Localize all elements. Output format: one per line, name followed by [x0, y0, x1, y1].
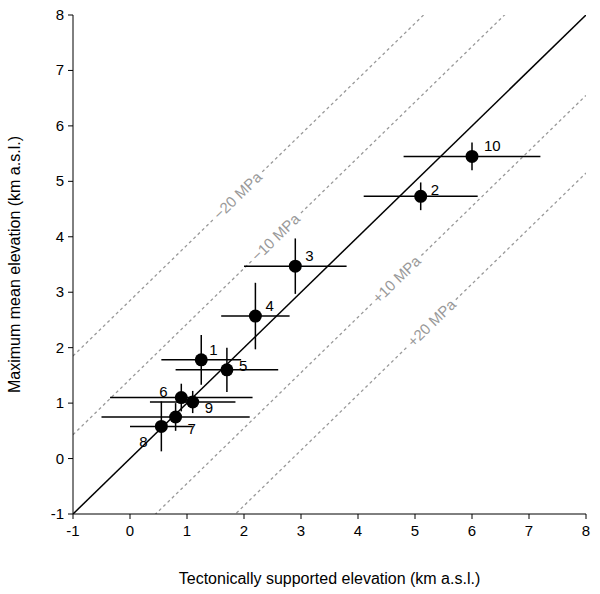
x-tick-label: 6: [468, 522, 476, 539]
data-point: [289, 260, 302, 273]
x-tick: [130, 514, 131, 519]
reference-label: +20 MPa: [404, 295, 460, 350]
reference-lines: [73, 15, 586, 514]
point-labels: 1 2 3 4 5 6 7 8 9 10: [139, 137, 501, 450]
point-label: 5: [239, 357, 247, 374]
label-background: [208, 166, 268, 225]
y-tick-label: 4: [56, 228, 64, 245]
data-point: [195, 353, 208, 366]
x-tick: [358, 514, 359, 519]
point-label: 4: [265, 297, 273, 314]
data-point: [155, 420, 168, 433]
x-tick-label: 0: [126, 522, 134, 539]
reference-label-group: +10 MPa: [367, 250, 427, 309]
x-tick: [529, 514, 530, 519]
y-tick: [68, 347, 73, 348]
x-tick-label: 7: [525, 522, 533, 539]
x-axis-label: Tectonically supported elevation (km a.s…: [179, 570, 480, 587]
data-point: [169, 410, 182, 423]
y-tick: [68, 292, 73, 293]
data-point: [466, 150, 479, 163]
point-label: 8: [139, 433, 147, 450]
x-tick: [472, 514, 473, 519]
data-point: [414, 190, 427, 203]
label-background: [402, 294, 462, 353]
y-tick: [68, 236, 73, 237]
reference-label-group: −10 MPa: [246, 208, 306, 267]
point-label: 6: [159, 383, 167, 400]
x-tick: [187, 514, 188, 519]
y-axis: [73, 15, 74, 514]
reference-line: [73, 15, 586, 356]
reference-label: +10 MPa: [369, 252, 425, 307]
x-axis: [73, 514, 586, 515]
y-tick-label: 5: [56, 172, 64, 189]
y-tick: [68, 458, 73, 459]
x-tick-label: 3: [297, 522, 305, 539]
y-tick-label: 1: [56, 394, 64, 411]
y-tick-label: 8: [56, 6, 64, 23]
reference-label-group: +20 MPa: [402, 294, 462, 353]
y-tick: [68, 125, 73, 126]
point-label: 1: [209, 341, 217, 358]
x-tick: [244, 514, 245, 519]
y-axis-label: Maximum mean elevation (km a.s.l.): [6, 136, 23, 393]
reference-line: [73, 15, 586, 435]
y-tick-label: 3: [56, 283, 64, 300]
x-tick-label: -1: [66, 522, 79, 539]
x-tick-label: 4: [354, 522, 362, 539]
data-point: [249, 310, 262, 323]
point-label: 10: [484, 137, 501, 154]
reference-line: [73, 173, 586, 514]
label-background: [246, 208, 306, 267]
y-tick-label: -1: [51, 505, 64, 522]
data-points: [102, 143, 541, 452]
y-tick-label: 2: [56, 339, 64, 356]
x-tick-label: 5: [411, 522, 419, 539]
y-tick: [68, 15, 73, 16]
y-tick: [68, 514, 73, 515]
label-background: [367, 250, 427, 309]
data-point: [186, 396, 199, 409]
x-tick: [586, 514, 587, 519]
reference-label: −20 MPa: [210, 168, 266, 223]
x-tick-label: 1: [183, 522, 191, 539]
y-tick: [68, 403, 73, 404]
x-tick-label: 2: [240, 522, 248, 539]
x-tick: [415, 514, 416, 519]
data-point: [220, 363, 233, 376]
y-tick-label: 0: [56, 450, 64, 467]
reference-labels: −20 MPa−10 MPa +10 MPa+20 MPa: [208, 166, 462, 352]
y-tick: [68, 181, 73, 182]
point-label: 2: [431, 181, 439, 198]
y-tick-label: 6: [56, 117, 64, 134]
point-label: 9: [205, 399, 213, 416]
reference-line: [73, 15, 586, 514]
y-tick: [68, 70, 73, 71]
x-tick: [301, 514, 302, 519]
point-label: 7: [188, 420, 196, 437]
reference-label-group: −20 MPa: [208, 166, 268, 225]
reference-line: [73, 95, 586, 514]
y-tick-label: 7: [56, 61, 64, 78]
point-label: 3: [305, 247, 313, 264]
x-tick: [73, 514, 74, 519]
x-tick-label: 8: [582, 522, 590, 539]
